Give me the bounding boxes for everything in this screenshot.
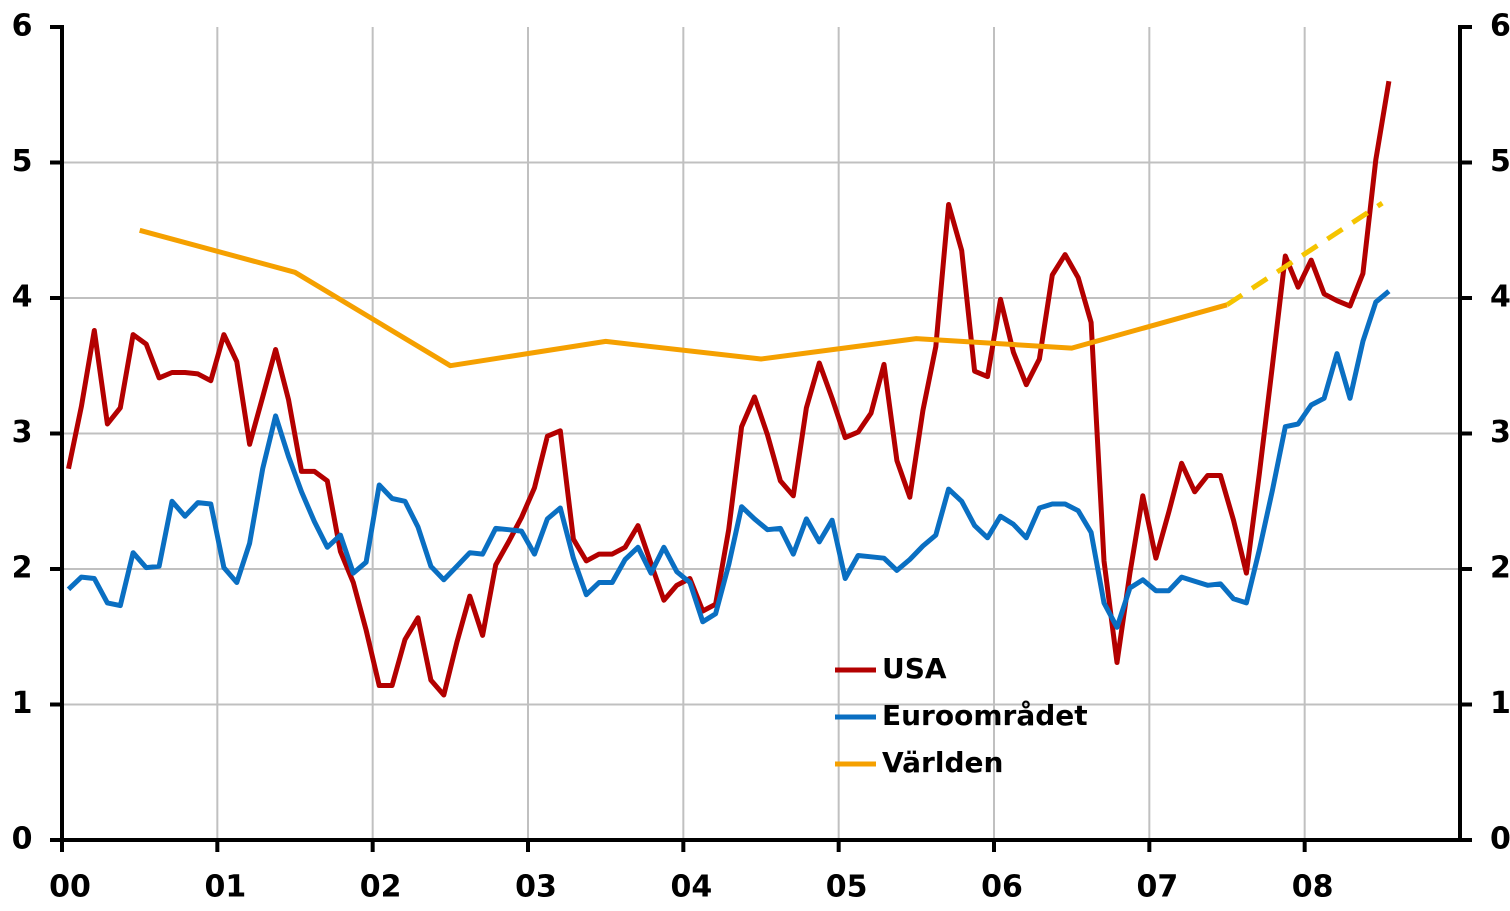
x-tick-label: 06 [981, 870, 1023, 905]
series-line [66, 289, 1391, 630]
y2-tick-label: 4 [1490, 280, 1510, 315]
legend-label: Euroområdet [882, 699, 1088, 732]
x-tick-label: 03 [515, 870, 557, 905]
y-tick-label: 6 [12, 9, 33, 44]
y-tick-label: 0 [12, 822, 33, 857]
y-tick-label: 2 [12, 551, 33, 586]
y2-tick-label: 0 [1490, 822, 1510, 857]
series-line [66, 80, 1392, 698]
y2-tick-label: 1 [1490, 686, 1510, 721]
y2-tick-label: 3 [1490, 415, 1510, 450]
y-tick-label: 5 [12, 144, 33, 179]
x-tick-label: 02 [360, 870, 402, 905]
legend-label: Världen [882, 746, 1003, 779]
x-tick-label: 01 [204, 870, 246, 905]
x-tick-label: 00 [49, 870, 91, 905]
y2-tick-label: 2 [1490, 551, 1510, 586]
series-line [139, 227, 1228, 369]
y-tick-label: 1 [12, 686, 33, 721]
x-tick-label: 05 [826, 870, 868, 905]
y-tick-label: 3 [12, 415, 33, 450]
x-tick-label: 04 [670, 870, 712, 905]
y-tick-label: 4 [12, 280, 33, 315]
x-tick-label: 07 [1136, 870, 1178, 905]
series-line [1225, 201, 1384, 307]
x-tick-label: 08 [1292, 870, 1334, 905]
y2-tick-label: 5 [1490, 144, 1510, 179]
legend-label: USA [882, 652, 947, 685]
y2-tick-label: 6 [1490, 9, 1510, 44]
